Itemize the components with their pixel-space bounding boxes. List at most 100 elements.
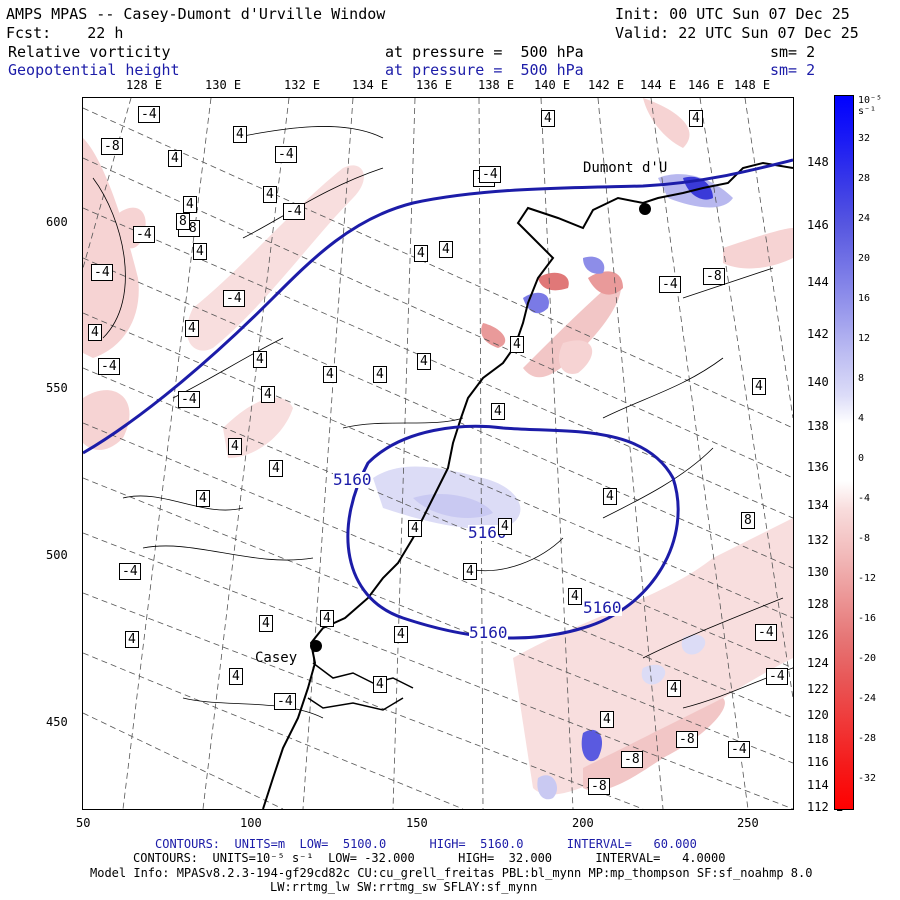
vorticity-label: 4 <box>667 680 681 697</box>
x-tick-label: 150 <box>406 816 428 830</box>
vorticity-label: 4 <box>229 668 243 685</box>
height-contour-label: 5160 <box>469 623 508 642</box>
footer-vorticity-contours: CONTOURS: UNITS=10⁻⁵ s⁻¹ LOW= -32.000 HI… <box>133 851 726 865</box>
colorbar-tick: 8 <box>858 373 865 384</box>
vorticity-label: 4 <box>603 488 617 505</box>
dumont-station-marker <box>639 203 651 215</box>
vorticity-label: 4 <box>259 615 273 632</box>
vorticity-label: 4 <box>228 438 242 455</box>
height-contour-label: 5160 <box>333 470 372 489</box>
vorticity-label: -4 <box>98 358 120 375</box>
vorticity-label: 4 <box>689 110 703 127</box>
colorbar-tick: -8 <box>858 533 871 544</box>
site-label-casey: Casey <box>255 650 298 666</box>
colorbar-tick: -28 <box>858 733 877 744</box>
colorbar-tick: 12 <box>858 333 871 344</box>
lon-label: 142 E <box>588 78 625 92</box>
map-svg <box>83 98 793 809</box>
x-tick-label: 200 <box>572 816 594 830</box>
vorticity-label: -4 <box>755 624 777 641</box>
vorticity-label: -4 <box>178 391 200 408</box>
vorticity-label: -4 <box>275 146 297 163</box>
lon-label: 130 E <box>205 78 242 92</box>
vorticity-label: 4 <box>510 336 524 353</box>
height-contour-label: 5160 <box>583 598 622 617</box>
vorticity-label: 4 <box>263 186 277 203</box>
vorticity-label: 4 <box>394 626 408 643</box>
vorticity-label: 4 <box>568 588 582 605</box>
colorbar-tick: 16 <box>858 293 871 304</box>
vorticity-label: 4 <box>253 351 267 368</box>
y-tick-label: 550 <box>46 381 68 395</box>
lon-label: 140 E <box>534 78 571 92</box>
y-tick-label: 600 <box>46 215 68 229</box>
map-plot: Dumont d'U Casey 5160 5160 5160 5160 -4 … <box>82 97 794 810</box>
vorticity-label: 4 <box>498 518 512 535</box>
vorticity-label: 4 <box>183 196 197 213</box>
vorticity-label: -4 <box>119 563 141 580</box>
coastline <box>262 161 793 809</box>
vorticity-label: -4 <box>479 166 501 183</box>
colorbar-tick: -4 <box>858 493 871 504</box>
vorticity-label: 4 <box>491 403 505 420</box>
vorticity-label: 4 <box>323 366 337 383</box>
vorticity-label: 4 <box>417 353 431 370</box>
vorticity-label: -4 <box>138 106 160 123</box>
colorbar-tick: 20 <box>858 253 871 264</box>
vorticity-label: 4 <box>233 126 247 143</box>
vorticity-label: -4 <box>283 203 305 220</box>
vorticity-label: -4 <box>91 264 113 281</box>
colorbar-tick: -24 <box>858 693 877 704</box>
lon-label: 134 E <box>352 78 389 92</box>
header-valid: Valid: 22 UTC Sun 07 Dec 25 <box>615 24 859 42</box>
vorticity-label: 4 <box>439 241 453 258</box>
vorticity-label: -4 <box>766 668 788 685</box>
vorticity-label: -4 <box>728 741 750 758</box>
vorticity-label: -8 <box>703 268 725 285</box>
colorbar <box>834 95 854 810</box>
x-tick-label: 100 <box>240 816 262 830</box>
field2-sm: sm= 2 <box>770 61 816 79</box>
vorticity-label: -4 <box>133 226 155 243</box>
lon-label: 144 E <box>640 78 677 92</box>
vorticity-contours <box>92 126 793 719</box>
colorbar-tick: 28 <box>858 173 871 184</box>
colorbar-tick: 4 <box>858 413 865 424</box>
lon-label: 138 E <box>478 78 515 92</box>
vorticity-label: -8 <box>676 731 698 748</box>
vorticity-label: 4 <box>261 386 275 403</box>
vorticity-label: 4 <box>269 460 283 477</box>
x-tick-label: 50 <box>76 816 91 830</box>
map-graticule <box>83 98 793 809</box>
vorticity-label: 4 <box>168 150 182 167</box>
y-tick-label: 500 <box>46 548 68 562</box>
colorbar-tick: 32 <box>858 133 871 144</box>
colorbar-tick: -32 <box>858 773 877 784</box>
vorticity-label: 4 <box>414 245 428 262</box>
vorticity-label: -4 <box>659 276 681 293</box>
vorticity-label: 4 <box>373 366 387 383</box>
footer-height-contours: CONTOURS: UNITS=m LOW= 5100.0 HIGH= 5160… <box>155 837 697 851</box>
vorticity-label: 8 <box>176 213 190 230</box>
x-tick-label: 250 <box>737 816 759 830</box>
y-tick-label: 450 <box>46 715 68 729</box>
vorticity-label: 4 <box>320 610 334 627</box>
colorbar-tick: -12 <box>858 573 877 584</box>
vorticity-label: -4 <box>274 693 296 710</box>
header-title: AMPS MPAS -- Casey-Dumont d'Urville Wind… <box>6 5 386 23</box>
header-init: Init: 00 UTC Sun 07 Dec 25 <box>615 5 850 23</box>
height-contours <box>83 158 793 640</box>
colorbar-tick: -16 <box>858 613 877 624</box>
lon-label: 136 E <box>416 78 453 92</box>
vorticity-label: -4 <box>223 290 245 307</box>
field2-level: at pressure = 500 hPa <box>385 61 584 79</box>
vorticity-label: 4 <box>463 563 477 580</box>
vorticity-label: -8 <box>101 138 123 155</box>
colorbar-tick: 0 <box>858 453 865 464</box>
footer-radiation-info: LW:rrtmg_lw SW:rrtmg_sw SFLAY:sf_mynn <box>270 880 538 894</box>
field1-sm: sm= 2 <box>770 43 816 61</box>
casey-station-marker <box>310 640 322 652</box>
vorticity-label: 4 <box>185 320 199 337</box>
vorticity-label: 4 <box>600 711 614 728</box>
vorticity-label: 4 <box>541 110 555 127</box>
